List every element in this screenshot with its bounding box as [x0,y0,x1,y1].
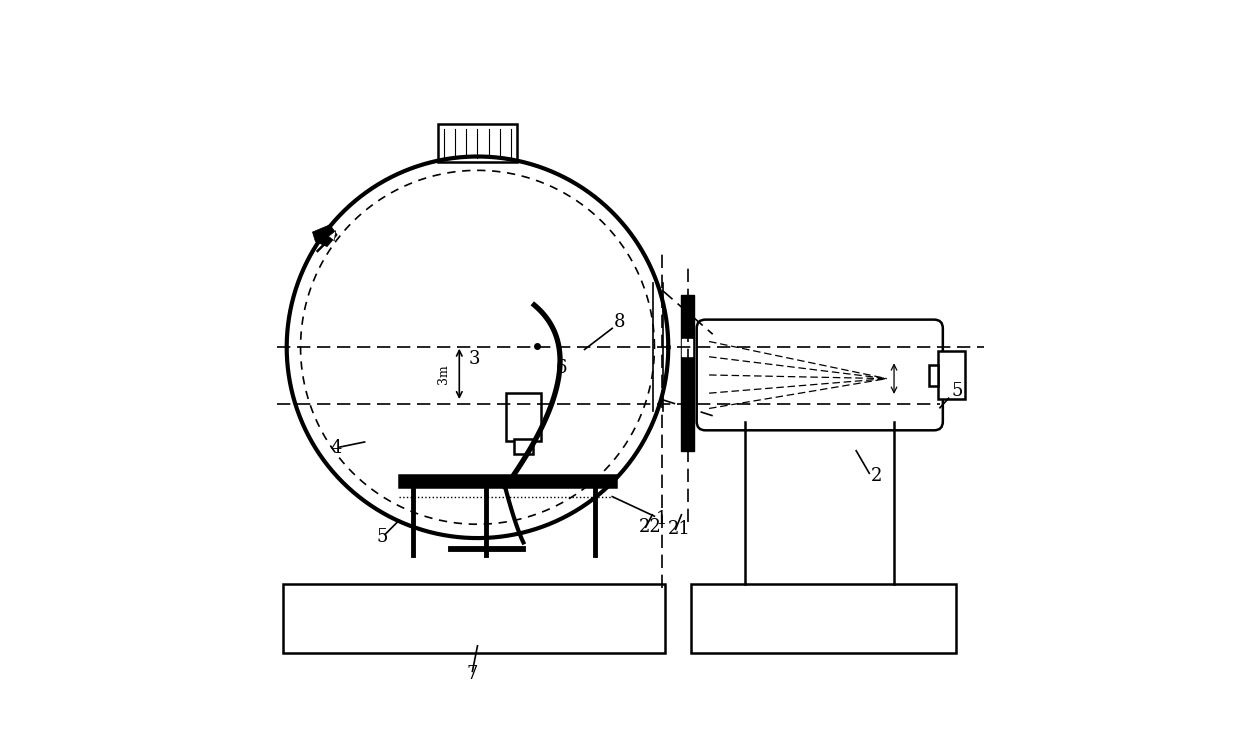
Text: 5: 5 [377,528,388,546]
Bar [439,124,517,162]
Text: 4: 4 [331,439,342,457]
Text: 7: 7 [467,664,478,683]
Text: 3m: 3m [437,364,450,384]
Text: 6: 6 [556,359,567,376]
Bar [929,366,938,386]
FancyBboxPatch shape [696,319,943,431]
Bar [282,584,664,653]
Bar [691,584,957,653]
Bar [938,351,965,399]
Polygon shape [328,230,336,240]
Text: 8: 8 [613,313,626,331]
Text: 5: 5 [952,382,963,400]
Bar [506,393,541,441]
Text: 21: 21 [668,520,691,539]
Bar [399,474,616,487]
Text: 1: 1 [655,510,668,528]
Text: 2: 2 [871,466,882,485]
Text: 3: 3 [468,350,481,368]
Polygon shape [312,224,337,246]
Text: 22: 22 [639,518,662,536]
Bar [514,439,533,454]
